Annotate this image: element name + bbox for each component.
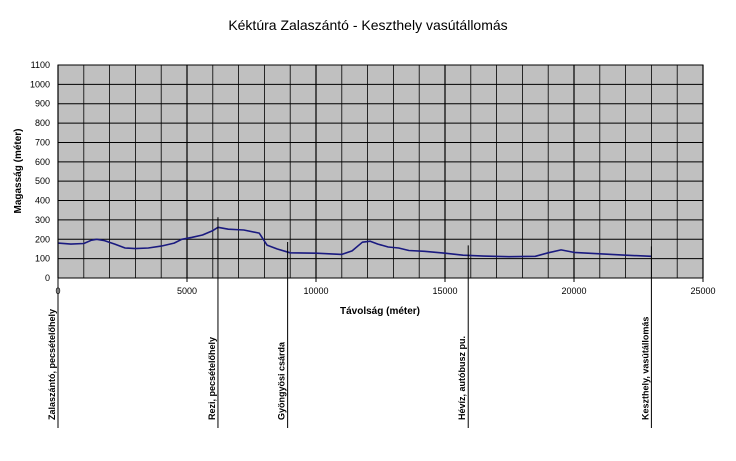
y-tick-label: 400 xyxy=(35,196,50,206)
x-tick-label: 15000 xyxy=(432,286,457,296)
chart-title: Kéktúra Zalaszántó - Keszthely vasútállo… xyxy=(228,17,508,33)
place-label: Rezi, pecsételőhely xyxy=(207,337,217,420)
y-axis-ticks: 0 100 200 300 400 500 600 700 800 900 1000 1100 xyxy=(30,60,50,283)
x-tick-label: 10000 xyxy=(303,286,328,296)
place-label: Hévíz, autóbusz pu. xyxy=(457,336,467,420)
place-markers: Zalaszántó, pecsételőhely Rezi, pecsételő… xyxy=(47,217,652,428)
plot-frame xyxy=(57,64,704,279)
x-axis-title: Távolság (méter) xyxy=(340,306,420,317)
x-tick-label: 20000 xyxy=(561,286,586,296)
elevation-profile-line xyxy=(57,226,652,258)
place-label: Gyöngyösi csárda xyxy=(277,341,287,420)
x-tick-label: 5000 xyxy=(177,286,197,296)
place-label: Zalaszántó, pecsételőhely xyxy=(47,309,57,420)
y-tick-label: 1100 xyxy=(31,60,50,70)
y-tick-label: 600 xyxy=(35,157,50,167)
y-tick-label: 800 xyxy=(35,118,50,128)
y-tick-label: 700 xyxy=(35,137,50,147)
y-tick-label: 100 xyxy=(35,254,50,264)
y-tick-label: 500 xyxy=(35,176,50,186)
y-tick-label: 900 xyxy=(35,99,50,109)
plot-area xyxy=(58,65,703,278)
x-tick-label: 25000 xyxy=(690,286,715,296)
y-tick-label: 0 xyxy=(45,273,50,283)
y-tick-label: 1000 xyxy=(30,79,50,89)
y-tick-label: 200 xyxy=(35,234,50,244)
y-axis-title: Magasság (méter) xyxy=(13,128,24,213)
place-label: Keszthely, vasútállomás xyxy=(640,317,650,420)
y-tick-label: 300 xyxy=(35,215,50,225)
